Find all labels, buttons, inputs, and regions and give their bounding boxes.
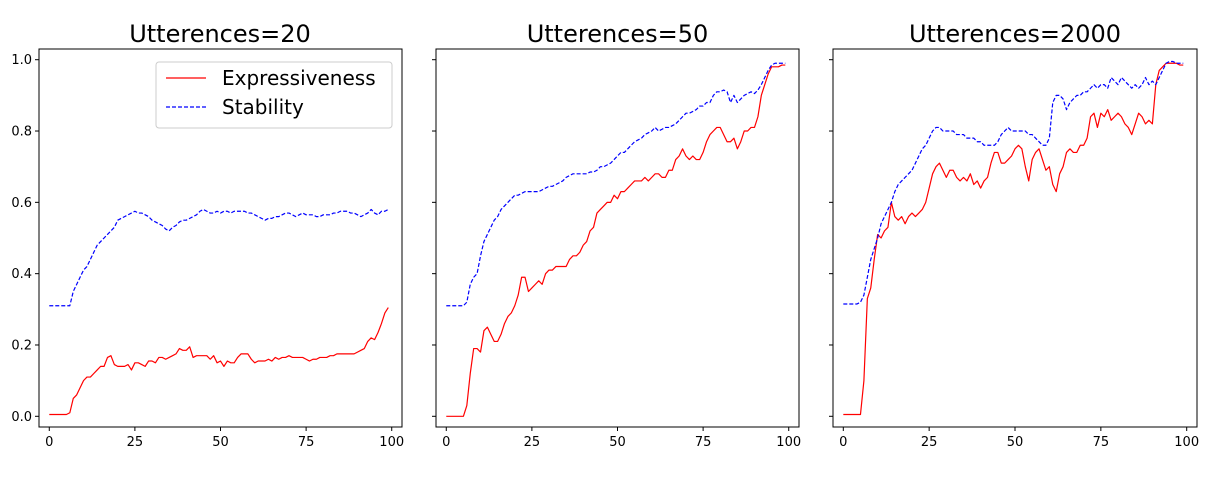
legend-box	[155, 61, 393, 129]
y-tick-label: 0.0	[11, 410, 32, 425]
x-tick-label: 50	[609, 435, 626, 450]
x-tick-label: 75	[298, 435, 315, 450]
x-tick-label: 75	[695, 435, 712, 450]
x-tick-label: 100	[1174, 435, 1199, 450]
legend: Expressiveness Stability	[155, 61, 393, 129]
subplot-utterences-2000: Utterences=2000 0 25 50 75 100	[829, 20, 1199, 450]
subplot-utterences-50: Utterences=50 0 25 50 75 100	[432, 20, 801, 450]
plot-area: 0 25 50 75 100 0.0 0.2 0.4 0.6 0.8 1.0	[11, 48, 404, 450]
x-tick-label: 75	[1093, 435, 1110, 450]
x-tick-label: 25	[921, 435, 938, 450]
x-tick-label: 25	[127, 435, 144, 450]
subplot-title: Utterences=2000	[909, 20, 1121, 48]
series-line-stability	[843, 60, 1184, 305]
x-tick-label: 0	[839, 435, 847, 450]
series-line-expressiveness	[49, 307, 389, 416]
series-line-expressiveness	[843, 62, 1184, 416]
y-tick-label: 0.8	[11, 125, 32, 140]
x-tick-label: 0	[45, 435, 53, 450]
x-tick-label: 0	[442, 435, 450, 450]
x-tick-label: 25	[524, 435, 541, 450]
series-line-stability	[446, 62, 786, 307]
series-line-expressiveness	[446, 64, 786, 417]
x-tick-label: 100	[776, 435, 801, 450]
legend-label-stability: Stability	[222, 95, 304, 119]
x-tick-label: 100	[379, 435, 404, 450]
subplot-utterences-20: Utterences=20 0 25 50 75 100 0.0 0.2 0.4 0.6 0.8 1…	[11, 20, 404, 450]
legend-label-expressiveness: Expressiveness	[222, 66, 376, 90]
subplot-title: Utterences=20	[129, 20, 311, 48]
subplot-title: Utterences=50	[527, 20, 709, 48]
y-tick-label: 0.6	[11, 196, 32, 211]
plot-area: 0 25 50 75 100	[829, 48, 1199, 450]
y-tick-label: 1.0	[11, 53, 32, 68]
series-line-stability	[49, 208, 389, 307]
x-tick-label: 50	[1007, 435, 1024, 450]
y-tick-label: 0.4	[11, 267, 32, 282]
x-tick-label: 50	[212, 435, 229, 450]
plot-area: 0 25 50 75 100	[432, 48, 801, 450]
y-tick-label: 0.2	[11, 338, 32, 353]
